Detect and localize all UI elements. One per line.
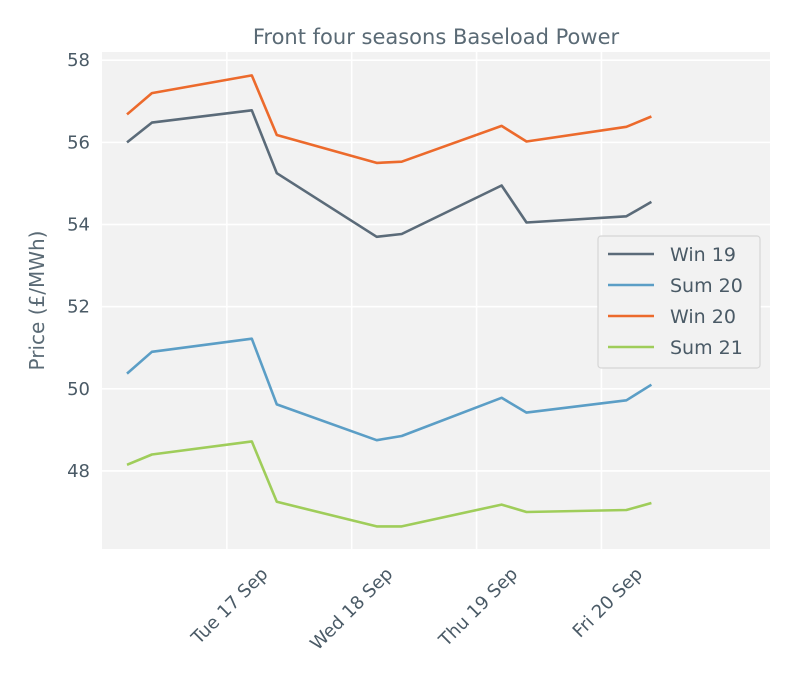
legend-entry: Win 19 — [670, 244, 736, 266]
series-line-sum-21 — [126, 440, 652, 528]
x-tick-label: Tue 17 Sep — [187, 564, 273, 650]
y-axis-label: Price (£/MWh) — [25, 231, 49, 371]
y-tick-label: 48 — [67, 461, 90, 482]
x-tick-label: Fri 20 Sep — [569, 564, 647, 642]
series-line-win-19 — [126, 109, 653, 239]
series-lines — [126, 74, 653, 528]
legend-entry: Win 20 — [670, 306, 736, 328]
y-tick-label: 50 — [67, 379, 90, 400]
legend-entry: Sum 21 — [670, 337, 743, 359]
x-tick-label: Thu 19 Sep — [434, 564, 522, 652]
y-tick-label: 52 — [67, 297, 90, 318]
y-tick-label: 56 — [67, 132, 90, 153]
legend-entry: Sum 20 — [670, 275, 743, 297]
series-line-win-20 — [126, 74, 652, 165]
chart-title: Front four seasons Baseload Power — [253, 25, 620, 49]
x-tick-label: Wed 18 Sep — [306, 564, 397, 655]
y-tick-label: 58 — [67, 50, 90, 71]
legend: Win 19 Sum 20 Win 20 Sum 21 — [597, 235, 761, 369]
legend-box — [597, 235, 761, 369]
y-tick-label: 54 — [67, 215, 90, 236]
series-line-sum-20 — [126, 337, 653, 442]
y-axis-ticks: 48 50 52 54 56 58 — [67, 50, 90, 482]
x-axis-ticks: Tue 17 Sep Wed 18 Sep Thu 19 Sep Fri 20 Sep — [187, 564, 647, 655]
